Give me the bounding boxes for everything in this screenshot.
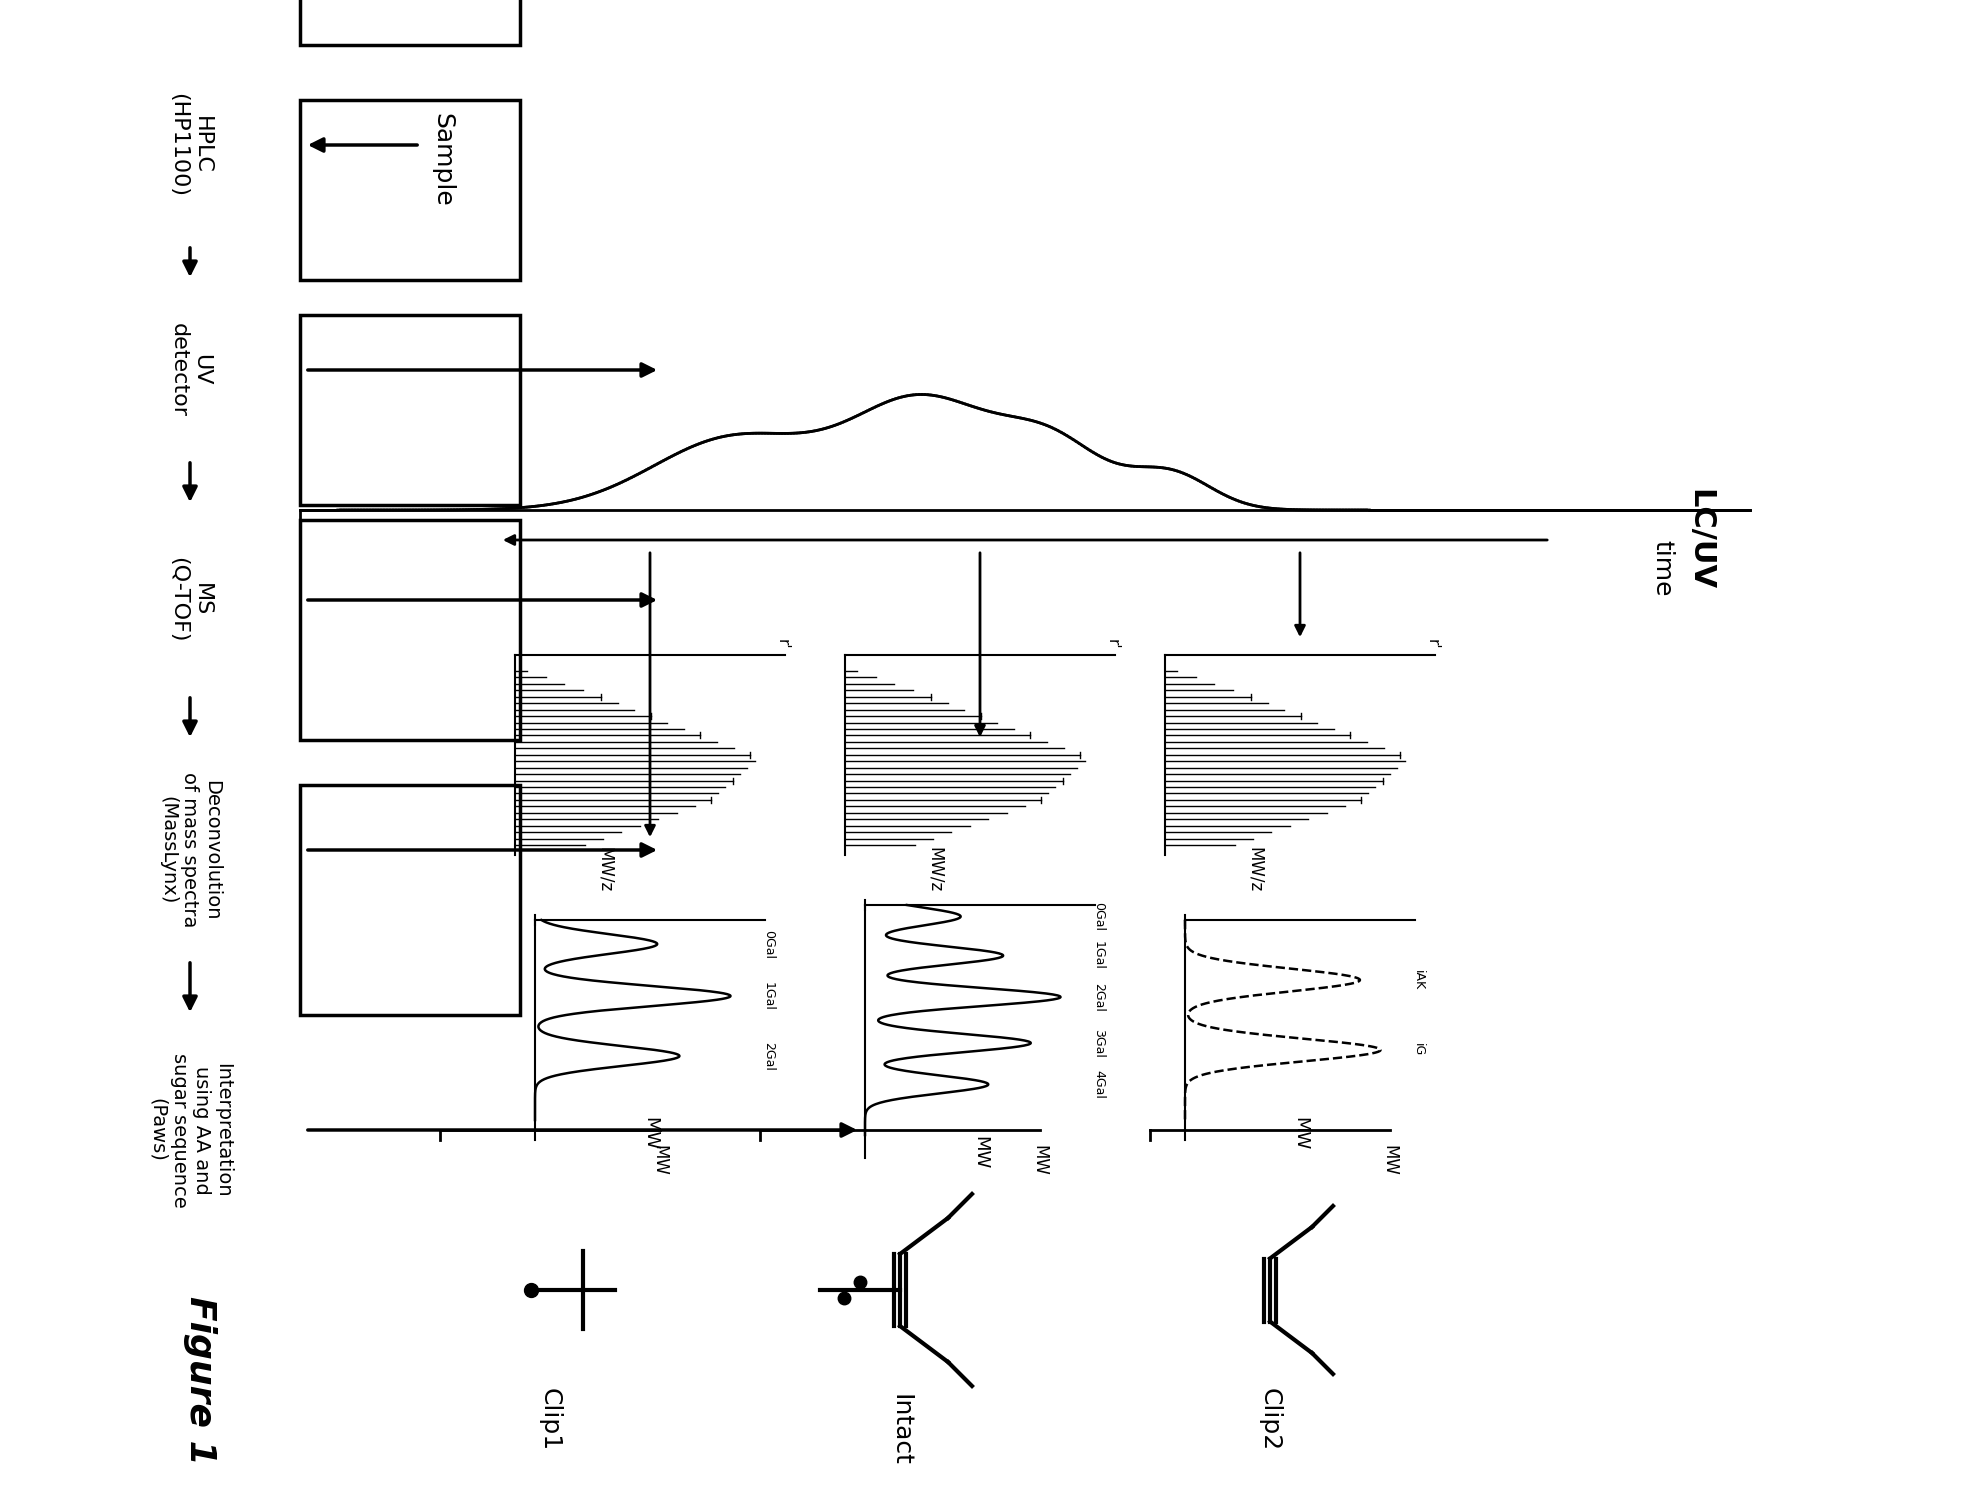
Text: Sample: Sample <box>431 114 454 207</box>
Text: MW/z: MW/z <box>1246 848 1264 893</box>
Text: MW: MW <box>1030 1144 1048 1176</box>
Text: iG: iG <box>1412 1044 1425 1056</box>
Text: time: time <box>1649 539 1673 596</box>
Text: 2Gal: 2Gal <box>1091 983 1105 1011</box>
Text: UV
detector: UV detector <box>169 324 212 416</box>
Text: MW: MW <box>651 1144 668 1176</box>
Text: r': r' <box>775 640 790 650</box>
Text: 0Gal: 0Gal <box>763 929 775 959</box>
Text: 3Gal: 3Gal <box>1091 1029 1105 1058</box>
Text: MW: MW <box>641 1116 659 1150</box>
Text: Intact: Intact <box>889 1395 912 1467</box>
Text: 0Gal: 0Gal <box>1091 902 1105 930</box>
Text: 2Gal: 2Gal <box>763 1041 775 1071</box>
Text: MW: MW <box>971 1137 989 1170</box>
Text: MW/z: MW/z <box>926 848 944 893</box>
Bar <box>301 100 519 280</box>
Text: Clip2: Clip2 <box>1258 1389 1282 1452</box>
Text: 1Gal: 1Gal <box>1091 941 1105 971</box>
Text: r': r' <box>1105 640 1121 650</box>
Text: r': r' <box>1425 640 1439 650</box>
Text: Figure 1: Figure 1 <box>183 1296 216 1465</box>
Bar <box>301 315 519 505</box>
Text: Deconvolution
of mass spectra
(MassLynx): Deconvolution of mass spectra (MassLynx) <box>159 773 222 927</box>
Bar <box>301 520 519 740</box>
Text: LC/UV: LC/UV <box>1685 488 1714 590</box>
Text: Clip1: Clip1 <box>539 1389 562 1452</box>
Text: MS
(Q-TOF): MS (Q-TOF) <box>169 557 212 643</box>
Bar <box>301 0 519 45</box>
Text: 4Gal: 4Gal <box>1091 1070 1105 1100</box>
Text: iAK: iAK <box>1412 969 1425 990</box>
Text: MW: MW <box>1380 1144 1398 1176</box>
Bar <box>301 785 519 1016</box>
Text: MW: MW <box>1292 1116 1309 1150</box>
Text: Interpretation
using AA and
sugar sequence
(Paws): Interpretation using AA and sugar sequen… <box>147 1053 232 1207</box>
Text: HPLC
(HP1100): HPLC (HP1100) <box>169 93 212 198</box>
Text: 1Gal: 1Gal <box>763 981 775 1011</box>
Text: MW/z: MW/z <box>596 848 613 893</box>
